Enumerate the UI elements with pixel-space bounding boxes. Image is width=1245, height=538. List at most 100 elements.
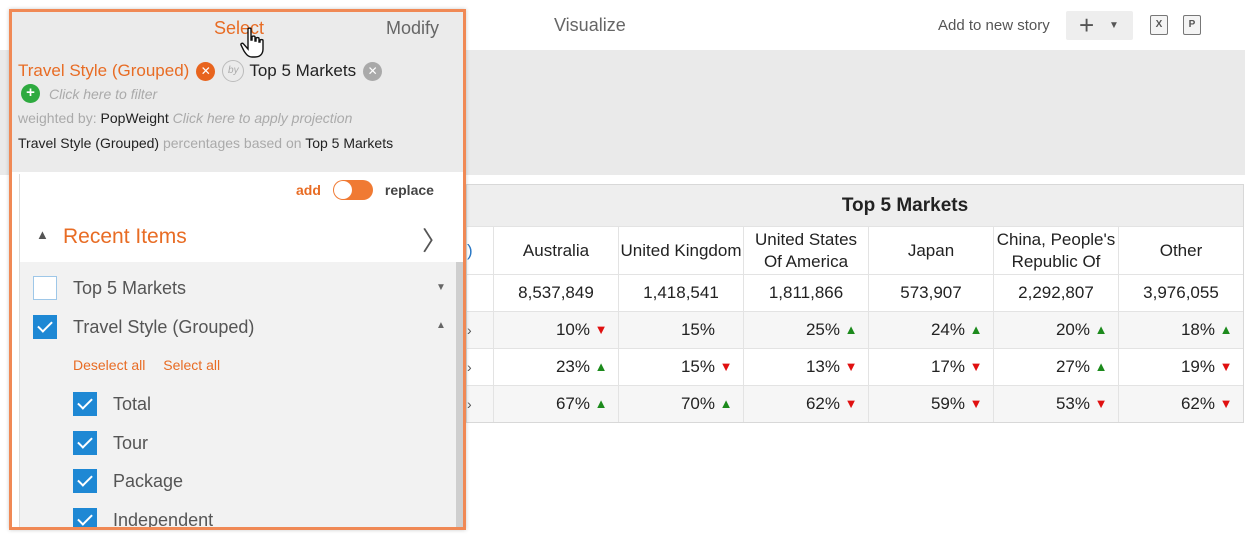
cell-value: 10%	[555, 320, 590, 339]
projection-hint[interactable]: Click here to apply projection	[172, 110, 353, 126]
table-cell: 13% ▼	[743, 349, 868, 385]
table-row: › 67% ▲ 70% ▲ 62% ▼ 59% ▼ 53% ▼ 62% ▼	[467, 385, 1243, 422]
column-header[interactable]: Other	[1118, 227, 1243, 274]
row-label-stub: ›	[467, 396, 472, 412]
collapse-caret-icon[interactable]: ▲	[436, 320, 446, 331]
list-item[interactable]: Total	[73, 392, 151, 416]
table-header-row: ) Australia United Kingdom United States…	[467, 226, 1243, 274]
column-header[interactable]: United Kingdom	[618, 227, 743, 274]
select-panel: Select Modify Travel Style (Grouped) ✕ b…	[9, 9, 466, 530]
selection-body: add replace ▲ Recent Items 〉 Top 5 Marke…	[19, 174, 463, 527]
decrease-arrow-icon: ▼	[719, 359, 733, 374]
add-to-new-story-label: Add to new story	[938, 17, 1050, 34]
cell-value: 27%	[1055, 357, 1090, 376]
table-cell: 18% ▲	[1118, 312, 1243, 348]
cell-value: 19%	[1180, 357, 1215, 376]
cell-value: 13%	[805, 357, 840, 376]
increase-arrow-icon: ▲	[844, 322, 858, 337]
add-filter-icon[interactable]: +	[21, 84, 40, 103]
increase-arrow-icon: ▲	[1219, 322, 1233, 337]
excel-export-icon[interactable]: X	[1150, 15, 1168, 35]
checkbox[interactable]	[73, 469, 97, 493]
collapse-caret-icon[interactable]: ▲	[36, 227, 49, 242]
weighted-by-label: weighted by:	[18, 110, 97, 126]
columns-variable-chip[interactable]: Top 5 Markets	[249, 61, 357, 80]
toggle-replace-label: replace	[384, 182, 434, 198]
table-cell: 67% ▲	[493, 386, 618, 422]
increase-arrow-icon: ▲	[594, 396, 608, 411]
table-row: › 23% ▲ 15% ▼ 13% ▼ 17% ▼ 27% ▲ 19% ▼	[467, 348, 1243, 385]
recent-items-header[interactable]: ▲ Recent Items 〉	[20, 212, 463, 262]
add-story-button[interactable]: + ▼	[1066, 11, 1133, 40]
list-item[interactable]: Independent	[73, 508, 213, 527]
list-item-label: Top 5 Markets	[73, 277, 187, 298]
toggle-add-label: add	[296, 182, 321, 198]
table-cell: 53% ▼	[993, 386, 1118, 422]
list-item-label: Tour	[113, 432, 149, 453]
column-header[interactable]: China, People's Republic Of	[993, 227, 1118, 274]
swap-by-icon[interactable]: by	[222, 60, 245, 82]
cell-value: 62%	[1180, 394, 1215, 413]
toggle-knob	[333, 181, 352, 199]
filter-hint[interactable]: Click here to filter	[49, 85, 158, 102]
add-replace-toggle[interactable]	[332, 180, 373, 200]
tab-visualize[interactable]: Visualize	[554, 15, 626, 35]
table-cell: 70% ▲	[618, 386, 743, 422]
list-item[interactable]: Package	[73, 469, 183, 493]
list-item[interactable]: Top 5 Markets	[33, 276, 186, 300]
chevron-down-icon[interactable]: ▼	[1109, 20, 1119, 31]
chevron-right-icon[interactable]: 〉	[422, 226, 449, 256]
checkbox[interactable]	[73, 431, 97, 455]
list-item[interactable]: Tour	[73, 431, 148, 455]
column-header[interactable]: United States Of America	[743, 227, 868, 274]
table-cell: 19% ▼	[1118, 349, 1243, 385]
column-header[interactable]: Australia	[493, 227, 618, 274]
row-label-stub	[467, 275, 493, 311]
increase-arrow-icon: ▲	[594, 359, 608, 374]
remove-columns-icon[interactable]: ✕	[363, 61, 383, 81]
query-summary: Select Modify Travel Style (Grouped) ✕ b…	[12, 12, 463, 172]
filter-row[interactable]: + Click here to filter	[21, 84, 157, 103]
decrease-arrow-icon: ▼	[1094, 396, 1108, 411]
deselect-all-link[interactable]: Deselect all	[73, 357, 146, 373]
decrease-arrow-icon: ▼	[594, 322, 608, 337]
checkbox[interactable]	[33, 315, 57, 339]
percentage-basis-row: Travel Style (Grouped) percentages based…	[18, 135, 393, 151]
table-title: Top 5 Markets	[467, 184, 1243, 226]
expand-caret-icon[interactable]: ▼	[436, 282, 446, 293]
basis-cols: Top 5 Markets	[305, 135, 394, 151]
scrollbar[interactable]	[456, 262, 463, 527]
increase-arrow-icon: ▲	[1094, 322, 1108, 337]
list-item-label: Travel Style (Grouped)	[73, 316, 255, 337]
decrease-arrow-icon: ▼	[1219, 359, 1233, 374]
selection-links: Deselect all Select all	[73, 357, 234, 373]
cell-value: 23%	[555, 357, 590, 376]
column-header[interactable]: Japan	[868, 227, 993, 274]
table-cell: 25% ▲	[743, 312, 868, 348]
remove-rows-icon[interactable]: ✕	[196, 61, 216, 81]
weight-name[interactable]: PopWeight	[100, 110, 169, 126]
table-row: › 10% ▼ 15% 25% ▲ 24% ▲ 20% ▲ 18% ▲	[467, 311, 1243, 348]
basis-rows: Travel Style (Grouped)	[18, 135, 160, 151]
table-cell: 10% ▼	[493, 312, 618, 348]
cell-value: 25%	[805, 320, 840, 339]
checkbox[interactable]	[73, 508, 97, 527]
row-label-stub: )	[467, 240, 473, 260]
select-all-link[interactable]: Select all	[163, 357, 221, 373]
rows-variable-chip[interactable]: Travel Style (Grouped)	[18, 61, 190, 80]
list-item[interactable]: Travel Style (Grouped)	[33, 315, 254, 339]
increase-arrow-icon: ▲	[969, 322, 983, 337]
table-cell: 62% ▼	[743, 386, 868, 422]
panel-tab-modify[interactable]: Modify	[386, 18, 440, 38]
weight-row: weighted by: PopWeight Click here to app…	[18, 110, 352, 126]
increase-arrow-icon: ▲	[1094, 359, 1108, 374]
powerpoint-export-icon[interactable]: P	[1183, 15, 1201, 35]
cell-value: 15%	[680, 357, 715, 376]
row-label-stub: ›	[467, 359, 472, 375]
cell-value: 17%	[930, 357, 965, 376]
table-cell: 573,907	[868, 275, 993, 311]
basis-mid: percentages based on	[162, 135, 302, 151]
decrease-arrow-icon: ▼	[969, 359, 983, 374]
checkbox[interactable]	[33, 276, 57, 300]
checkbox[interactable]	[73, 392, 97, 416]
